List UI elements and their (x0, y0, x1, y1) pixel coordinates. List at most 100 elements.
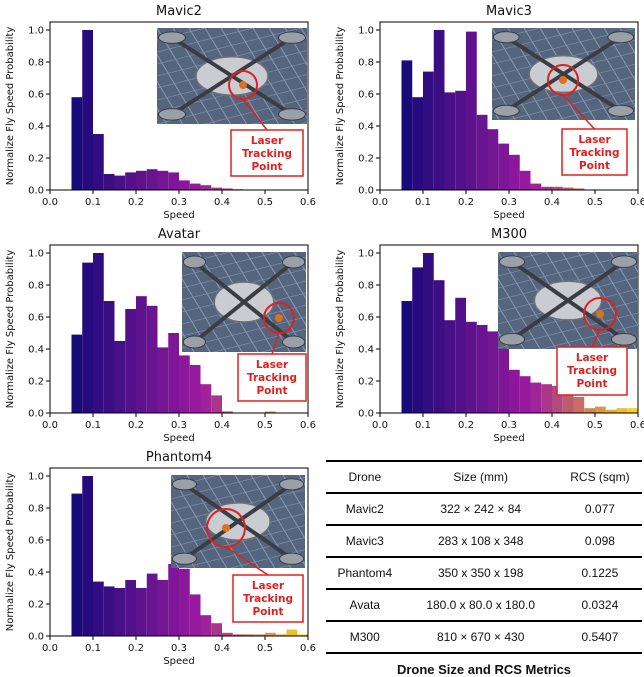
cell-rcs: 0.0324 (581, 598, 619, 612)
cell-size: 350 x 350 x 198 (437, 566, 524, 580)
y-tick-label: 0.4 (28, 122, 44, 133)
bar (605, 409, 617, 413)
x-tick-label: 0.5 (587, 197, 603, 208)
x-tick-label: 0.0 (372, 420, 388, 431)
rcs-table-panel: Drone Size (mm) RCS (sqm) Mavic2 322 × 2… (326, 460, 642, 677)
x-tick-label: 0.3 (171, 643, 187, 654)
bar (466, 31, 477, 190)
annotation-label: Laser Tracking Point (567, 352, 617, 390)
annotation-connector (591, 329, 601, 348)
bar (71, 97, 83, 190)
bar (584, 408, 595, 413)
chart-panel-1: Mavic3 0.0 0.1 0.2 0.3 0.4 0.5 0.6 0.0 0.2 0.4 0.6 0… (335, 4, 644, 221)
x-tick-label: 0.3 (501, 197, 517, 208)
x-tick-label: 0.6 (630, 420, 644, 431)
chart-panel-3: M300 0.0 0.1 0.2 0.3 0.4 0.5 0.6 0.0 0.2 0.4 0.6 0.8… (335, 227, 644, 444)
x-tick-label: 0.6 (300, 643, 316, 654)
bar (476, 325, 488, 413)
cell-drone: Mavic2 (345, 502, 384, 516)
header-drone: Drone (348, 470, 382, 484)
bar (297, 634, 308, 636)
bar (476, 114, 488, 190)
table-row: Mavic3 283 x 108 x 348 0.098 (326, 525, 642, 557)
y-tick-label: 0.8 (28, 504, 44, 515)
x-tick-label: 0.3 (171, 197, 187, 208)
bar (498, 342, 509, 413)
bar (179, 180, 190, 190)
bar (114, 175, 126, 190)
rcs-table: Drone Size (mm) RCS (sqm) Mavic2 322 × 2… (326, 460, 642, 654)
annotation-box (556, 346, 628, 396)
y-tick-label: 0.0 (28, 186, 44, 197)
bar (487, 129, 499, 190)
bar (211, 187, 222, 190)
y-axis-label: Normalize Fly Speed Probability (335, 27, 346, 186)
bar (222, 632, 233, 636)
x-axis-label: Speed (493, 210, 524, 221)
table-caption: Drone Size and RCS Metrics (396, 662, 572, 677)
y-axis-label: Normalize Fly Speed Probability (5, 473, 16, 632)
x-tick-label: 0.2 (458, 420, 474, 431)
y-tick-label: 1.0 (28, 249, 44, 260)
y-tick-label: 0.6 (358, 313, 374, 324)
x-axis-label: Speed (493, 433, 524, 444)
bar (82, 30, 93, 190)
annotation-label: Laser Tracking Point (569, 134, 619, 172)
bar (519, 376, 531, 413)
cell-size: 180.0 x 80.0 x 180.0 (426, 598, 536, 612)
chart-title: Phantom4 (146, 450, 212, 465)
table-row: Mavic2 322 × 242 × 84 0.077 (326, 493, 642, 525)
bar (114, 341, 126, 413)
y-tick-label: 0.4 (28, 345, 44, 356)
bar (595, 406, 606, 413)
cell-drone: M300 (349, 630, 380, 644)
chart-title: Mavic2 (156, 4, 202, 19)
x-tick-label: 0.1 (85, 420, 101, 431)
annotation-connector (225, 546, 269, 576)
x-tick-label: 0.1 (415, 420, 431, 431)
bar (168, 564, 179, 636)
bar (82, 262, 93, 413)
y-tick-label: 0.0 (28, 409, 44, 420)
bar (433, 30, 445, 190)
bar (82, 476, 93, 636)
y-tick-label: 1.0 (358, 26, 374, 37)
annotation-connector (562, 94, 596, 130)
y-tick-label: 0.4 (358, 345, 374, 356)
y-tick-label: 0.8 (358, 281, 374, 292)
header-rcs: RCS (sqm) (570, 470, 630, 484)
bar (519, 170, 531, 190)
chart-panel-2: Avatar 0.0 0.1 0.2 0.3 0.4 0.5 0.6 0.0 0.2 0.4 0.6 0… (5, 227, 316, 444)
x-tick-label: 0.6 (300, 197, 316, 208)
bar (125, 580, 136, 636)
x-tick-label: 0.6 (630, 197, 644, 208)
bar (286, 629, 298, 636)
bar (530, 382, 542, 413)
bar (541, 186, 552, 190)
bar (168, 172, 179, 190)
bar (146, 573, 158, 636)
bar (466, 321, 477, 413)
y-tick-label: 0.6 (28, 90, 44, 101)
bar (455, 297, 466, 413)
bar (103, 586, 115, 636)
annotation-box (230, 129, 304, 177)
bar (179, 568, 190, 636)
x-tick-label: 0.5 (257, 197, 273, 208)
cell-rcs: 0.1225 (581, 566, 619, 580)
bar (157, 170, 169, 190)
chart-title: Mavic3 (486, 4, 532, 19)
y-tick-label: 0.6 (28, 536, 44, 547)
x-tick-label: 0.4 (214, 197, 230, 208)
bar (423, 253, 434, 413)
cell-rcs: 0.098 (584, 534, 615, 548)
cell-rcs: 0.5407 (581, 630, 619, 644)
chart-title: Avatar (158, 227, 201, 242)
bar (157, 580, 169, 636)
bar (243, 634, 255, 636)
bar (136, 588, 147, 636)
chart-panel-4: Phantom4 0.0 0.1 0.2 0.3 0.4 0.5 0.6 0.0 0.2 0.4 0.… (5, 450, 316, 667)
bar (71, 493, 83, 636)
cell-rcs: 0.077 (584, 502, 615, 516)
